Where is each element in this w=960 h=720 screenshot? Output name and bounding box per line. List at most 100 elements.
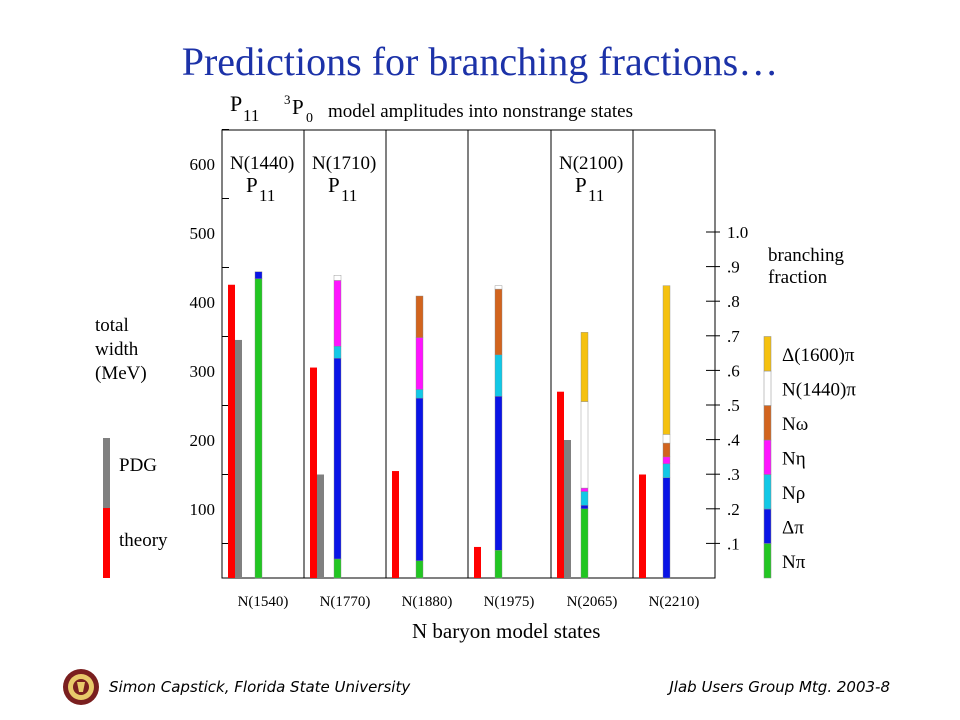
theory-width-bar (474, 546, 481, 578)
theory-width-bar (228, 284, 235, 578)
pdg-width-bar (564, 440, 571, 578)
chart-title-wave-sub: 11 (243, 106, 259, 125)
width-legend-swatch-pdg (103, 438, 110, 508)
state-annotation-sub: 11 (588, 186, 604, 205)
branching-segment-Nπ (333, 558, 342, 579)
x-tick-label: N(1880) (402, 594, 453, 610)
branching-segment-Nη (580, 487, 589, 492)
channel-legend-label: Δ(1600)π (782, 345, 855, 366)
chart-title-op: P (292, 95, 304, 119)
footer-author: Simon Capstick, Florida State University (109, 678, 411, 696)
branching-segment-Nρ (494, 354, 503, 397)
channel-legend-label: Δπ (782, 517, 804, 538)
y-axis-label-line: width (95, 339, 139, 360)
channel-legend-label: N(1440)π (782, 379, 856, 400)
branching-fraction-chart: P 11 3 P 0 model amplitudes into nonstra… (95, 91, 856, 643)
branching-segment-Nπ (254, 278, 263, 579)
width-legend-label: theory (119, 530, 168, 551)
x-axis-label: N baryon model states (412, 619, 600, 643)
panel-dividers (303, 130, 634, 578)
branching-axis: .1 .2 .3 .4 .5 .6 .7 .8 .9 1.0 (706, 223, 748, 553)
channel-legend-swatch (763, 370, 772, 406)
branching-segment-Δπ (662, 477, 671, 579)
branching-segment-Nω (415, 295, 424, 338)
bars (228, 271, 671, 579)
branching-segment-Nπ (494, 550, 503, 579)
branching-tick-label: .7 (727, 327, 740, 346)
state-annotation-wave: P (246, 173, 258, 197)
branching-segment-Nη (333, 280, 342, 347)
width-legend: PDG theory (103, 438, 168, 578)
branching-segment-Δ(1600)π (662, 285, 671, 435)
x-tick-label: N(1540) (238, 594, 289, 610)
branching-tick-label: .3 (727, 465, 740, 484)
x-tick-label: N(1975) (484, 594, 535, 610)
x-tick-labels: N(1540) N(1770) N(1880) N(1975) N(2065) N(221… (238, 594, 700, 610)
width-legend-swatch-theory (103, 508, 110, 578)
branching-label-line: fraction (768, 267, 828, 288)
theory-width-bar (392, 471, 399, 578)
y-tick-label: 600 (190, 155, 216, 174)
channel-legend-swatch (763, 508, 772, 544)
branching-segment-Nη (662, 456, 671, 465)
y-axis-label-line: (MeV) (95, 363, 147, 384)
slide-title: Predictions for branching fractions… (181, 39, 779, 84)
branching-tick-label: .5 (727, 396, 740, 415)
branching-segment-Nρ (415, 389, 424, 399)
branching-segment-Nρ (580, 491, 589, 506)
state-annotation: N(1710) (312, 153, 376, 174)
x-tick-label: N(1770) (320, 594, 371, 610)
x-tick-label: N(2210) (649, 594, 700, 610)
chart-title-op-sup: 3 (284, 92, 291, 107)
university-seal-logo (63, 669, 99, 705)
branching-segment-N(1440)π (333, 275, 342, 281)
chart-title-wave: P (230, 91, 242, 116)
y-tick-label: 300 (190, 362, 216, 381)
branching-tick-label: .4 (727, 431, 740, 450)
x-tick-label: N(2065) (567, 594, 618, 610)
branching-tick-label: .8 (727, 292, 740, 311)
branching-tick-label: .1 (727, 534, 740, 553)
branching-segment-Δ(1600)π (580, 332, 589, 402)
branching-segment-Nρ (662, 463, 671, 478)
chart-title: P 11 3 P 0 model amplitudes into nonstra… (230, 91, 633, 126)
state-annotation: N(2100) (559, 153, 623, 174)
chart-title-op-sub: 0 (306, 111, 313, 126)
y-tick-label: 200 (190, 431, 216, 450)
branching-segment-Nρ (333, 345, 342, 359)
channel-legend-label: Nη (782, 448, 806, 469)
branching-segment-Δπ (333, 358, 342, 560)
channel-legend: Nπ Δπ Nρ Nη Nω N(1440)π Δ(1600)π (763, 336, 856, 579)
branching-segment-Nη (415, 337, 424, 390)
branching-segment-Δπ (254, 271, 263, 279)
channel-legend-swatch (763, 439, 772, 475)
theory-width-bar (557, 391, 564, 578)
y-axis-label-line: total (95, 315, 129, 336)
branching-tick-label: .2 (727, 500, 740, 519)
state-annotation-sub: 11 (341, 186, 357, 205)
state-annotation-sub: 11 (259, 186, 275, 205)
branching-tick-label: .9 (727, 258, 740, 277)
chart-title-main: model amplitudes into nonstrange states (328, 101, 633, 122)
y-tick-label: 100 (190, 500, 216, 519)
branching-segment-Δπ (415, 397, 424, 561)
footer-meeting: Jlab Users Group Mtg. 2003-8 (669, 678, 890, 696)
y-tick-label: 500 (190, 224, 216, 243)
state-annotation-wave: P (575, 173, 587, 197)
channel-legend-swatch (763, 336, 772, 372)
y-axis: 100 200 300 400 500 600 (190, 129, 229, 544)
channel-legend-swatch (763, 474, 772, 510)
branching-segment-N(1440)π (662, 434, 671, 444)
channel-legend-swatch (763, 405, 772, 441)
branching-segment-Δπ (494, 396, 503, 551)
branching-segment-Nω (494, 288, 503, 356)
branching-tick-label: 1.0 (727, 223, 748, 242)
channel-legend-swatch (763, 543, 772, 579)
pdg-width-bar (235, 339, 242, 578)
branching-segment-Nπ (580, 508, 589, 579)
branching-label-line: branching (768, 245, 844, 266)
branching-tick-label: .6 (727, 361, 740, 380)
state-annotation: N(1440) (230, 153, 294, 174)
branching-segment-N(1440)π (580, 401, 589, 489)
